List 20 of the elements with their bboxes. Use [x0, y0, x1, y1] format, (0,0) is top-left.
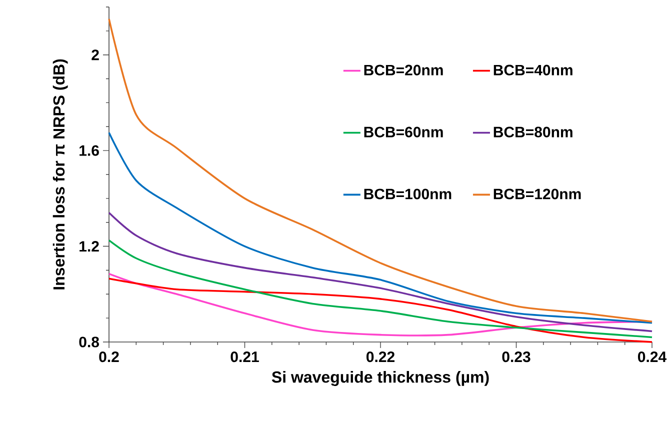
x-tick-label: 0.24: [638, 352, 667, 362]
line-series: [108, 239, 653, 338]
legend-label: BCB=100nm: [364, 188, 452, 200]
x-tick-label: 0.23: [502, 352, 530, 362]
legend-label: BCB=60nm: [364, 126, 443, 138]
y-axis-title: Insertion loss for π NRPS (dB): [52, 59, 68, 290]
legend-label: BCB=40nm: [494, 64, 572, 76]
x-tick-label: 0.21: [230, 352, 259, 362]
y-tick-label: 2: [92, 50, 99, 60]
line-series: [108, 212, 653, 332]
y-tick-label: 1.2: [80, 241, 99, 252]
legend-label: BCB=80nm: [494, 126, 572, 138]
y-tick-label: 0.8: [79, 336, 100, 348]
legend-label: BCB=20nm: [364, 64, 443, 76]
x-tick-label: 0.22: [366, 352, 394, 362]
y-tick-label: 1.6: [80, 145, 99, 156]
line-series: [108, 18, 653, 323]
x-axis-title: Si waveguide thickness (µm): [272, 371, 489, 386]
legend-label: BCB=120nm: [494, 188, 581, 200]
x-tick-label: 0.2: [99, 352, 119, 362]
